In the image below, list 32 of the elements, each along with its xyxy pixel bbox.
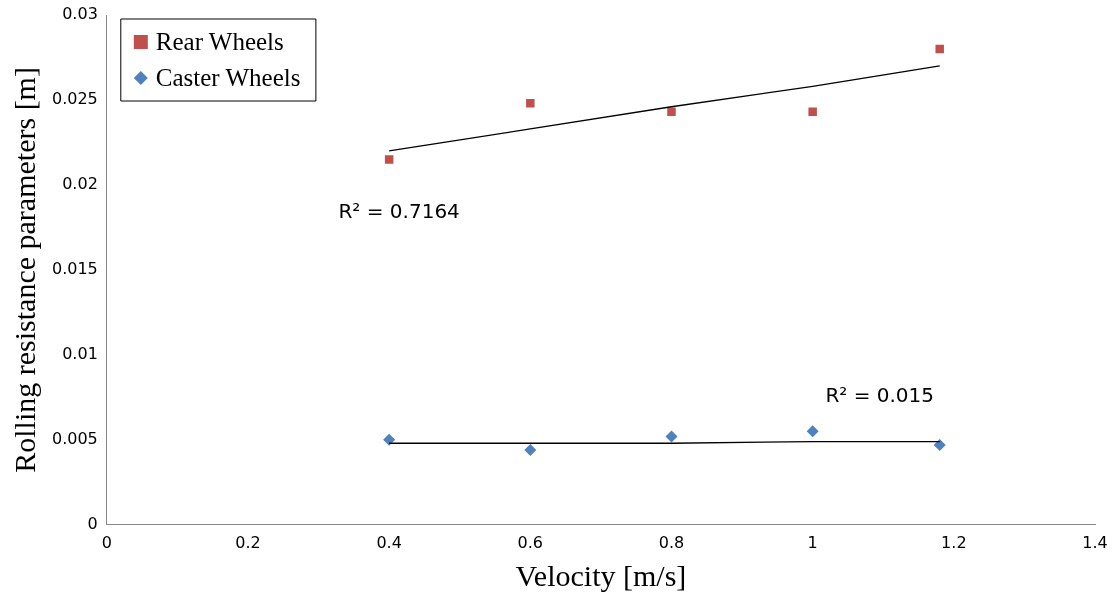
y-tick-label: 0.01: [62, 344, 98, 364]
y-tick-label: 0.005: [51, 428, 98, 448]
y-tick-label: 0.015: [51, 259, 98, 279]
y-tick-label: 0.025: [51, 89, 98, 109]
point: [808, 107, 817, 117]
x-tick-label: 0.6: [517, 532, 544, 552]
point: [526, 99, 535, 108]
x-tick-label: 0.8: [658, 532, 685, 552]
legend-label: Caster Wheels: [155, 63, 301, 91]
point: [667, 107, 676, 117]
point: [933, 438, 946, 451]
x-tick-label: 0: [101, 532, 112, 552]
x-axis-title: Velocity [m/s]: [515, 558, 687, 592]
y-tick-label: 0.02: [62, 174, 98, 194]
point: [383, 433, 396, 446]
legend-label: Rear Wheels: [155, 27, 284, 55]
x-tick-label: 0.2: [235, 532, 261, 552]
x-tick-label: 1: [807, 532, 818, 552]
point: [806, 425, 819, 438]
y-tick-label: 0.03: [62, 4, 98, 24]
x-tick-label: 1.4: [1082, 532, 1108, 552]
annotation: R² = 0.7164: [338, 199, 460, 224]
point: [384, 155, 394, 164]
line-series: [388, 65, 941, 152]
annotation: R² = 0.015: [825, 382, 935, 407]
point: [665, 430, 678, 443]
point: [935, 44, 944, 54]
point: [524, 444, 537, 457]
y-tick-label: 0: [87, 513, 98, 533]
x-tick-label: 0.4: [376, 532, 402, 552]
x-tick-label: 1.2: [941, 532, 967, 552]
y-axis-title: Rolling resistance parameters [m]: [7, 67, 41, 473]
